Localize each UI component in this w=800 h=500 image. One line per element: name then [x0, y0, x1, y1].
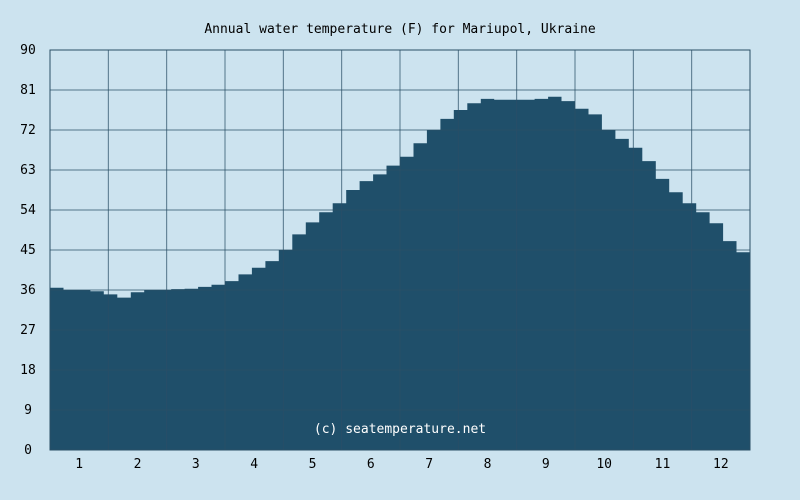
- y-tick-label: 63: [20, 163, 36, 178]
- y-tick-label: 18: [20, 363, 36, 378]
- x-tick-label: 9: [542, 457, 550, 472]
- y-tick-label: 54: [20, 203, 36, 218]
- y-tick-label: 27: [20, 323, 36, 338]
- y-tick-label: 9: [24, 403, 32, 418]
- x-tick-label: 6: [367, 457, 375, 472]
- x-tick-label: 8: [484, 457, 492, 472]
- y-tick-label: 45: [20, 243, 36, 258]
- x-tick-label: 2: [134, 457, 142, 472]
- y-axis-ticks: 0 9 18 27 36 45 54 63 72 81 90: [20, 43, 36, 458]
- x-tick-label: 4: [250, 457, 258, 472]
- y-tick-label: 0: [24, 443, 32, 458]
- y-tick-label: 81: [20, 83, 36, 98]
- chart-title: Annual water temperature (F) for Mariupo…: [204, 22, 596, 37]
- watermark-credit: (c) seatemperature.net: [314, 422, 486, 437]
- x-tick-label: 5: [309, 457, 317, 472]
- y-tick-label: 90: [20, 43, 36, 58]
- y-tick-label: 36: [20, 283, 36, 298]
- x-tick-label: 10: [596, 457, 612, 472]
- x-axis-ticks: 1 2 3 4 5 6 7 8 9 10 11 12: [75, 457, 728, 472]
- x-tick-label: 3: [192, 457, 200, 472]
- x-tick-label: 7: [425, 457, 433, 472]
- x-tick-label: 1: [75, 457, 83, 472]
- x-tick-label: 11: [655, 457, 671, 472]
- y-tick-label: 72: [20, 123, 36, 138]
- x-tick-label: 12: [713, 457, 729, 472]
- plot-frame: [49, 49, 751, 451]
